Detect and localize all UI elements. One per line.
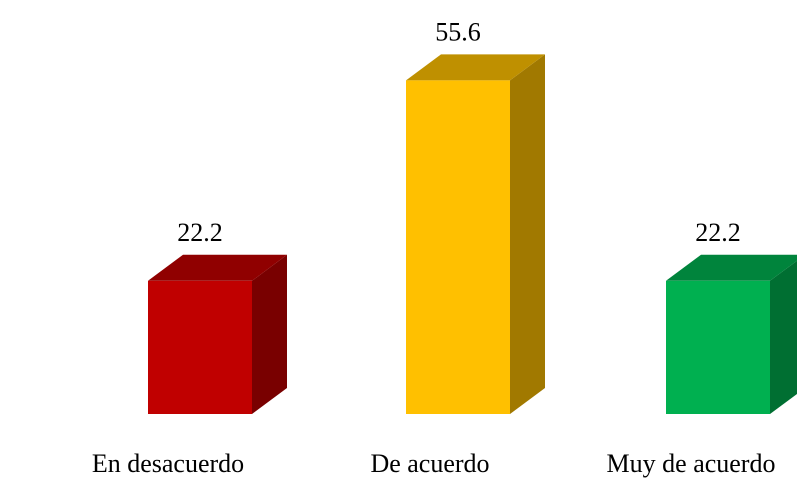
bar-side xyxy=(510,54,545,415)
bar xyxy=(148,280,252,414)
bar-top xyxy=(666,254,797,281)
category-label: De acuerdo xyxy=(370,449,489,478)
value-label: 22.2 xyxy=(177,218,223,247)
bar-side xyxy=(770,260,797,414)
value-label: 22.2 xyxy=(695,218,741,247)
bar-top xyxy=(148,254,287,281)
category-label: En desacuerdo xyxy=(92,449,244,478)
bar-side xyxy=(252,254,287,414)
bar-top xyxy=(406,54,545,81)
category-label: Muy de acuerdo xyxy=(607,449,776,478)
bar xyxy=(666,280,770,414)
bar xyxy=(406,80,510,415)
value-label: 55.6 xyxy=(435,17,481,46)
